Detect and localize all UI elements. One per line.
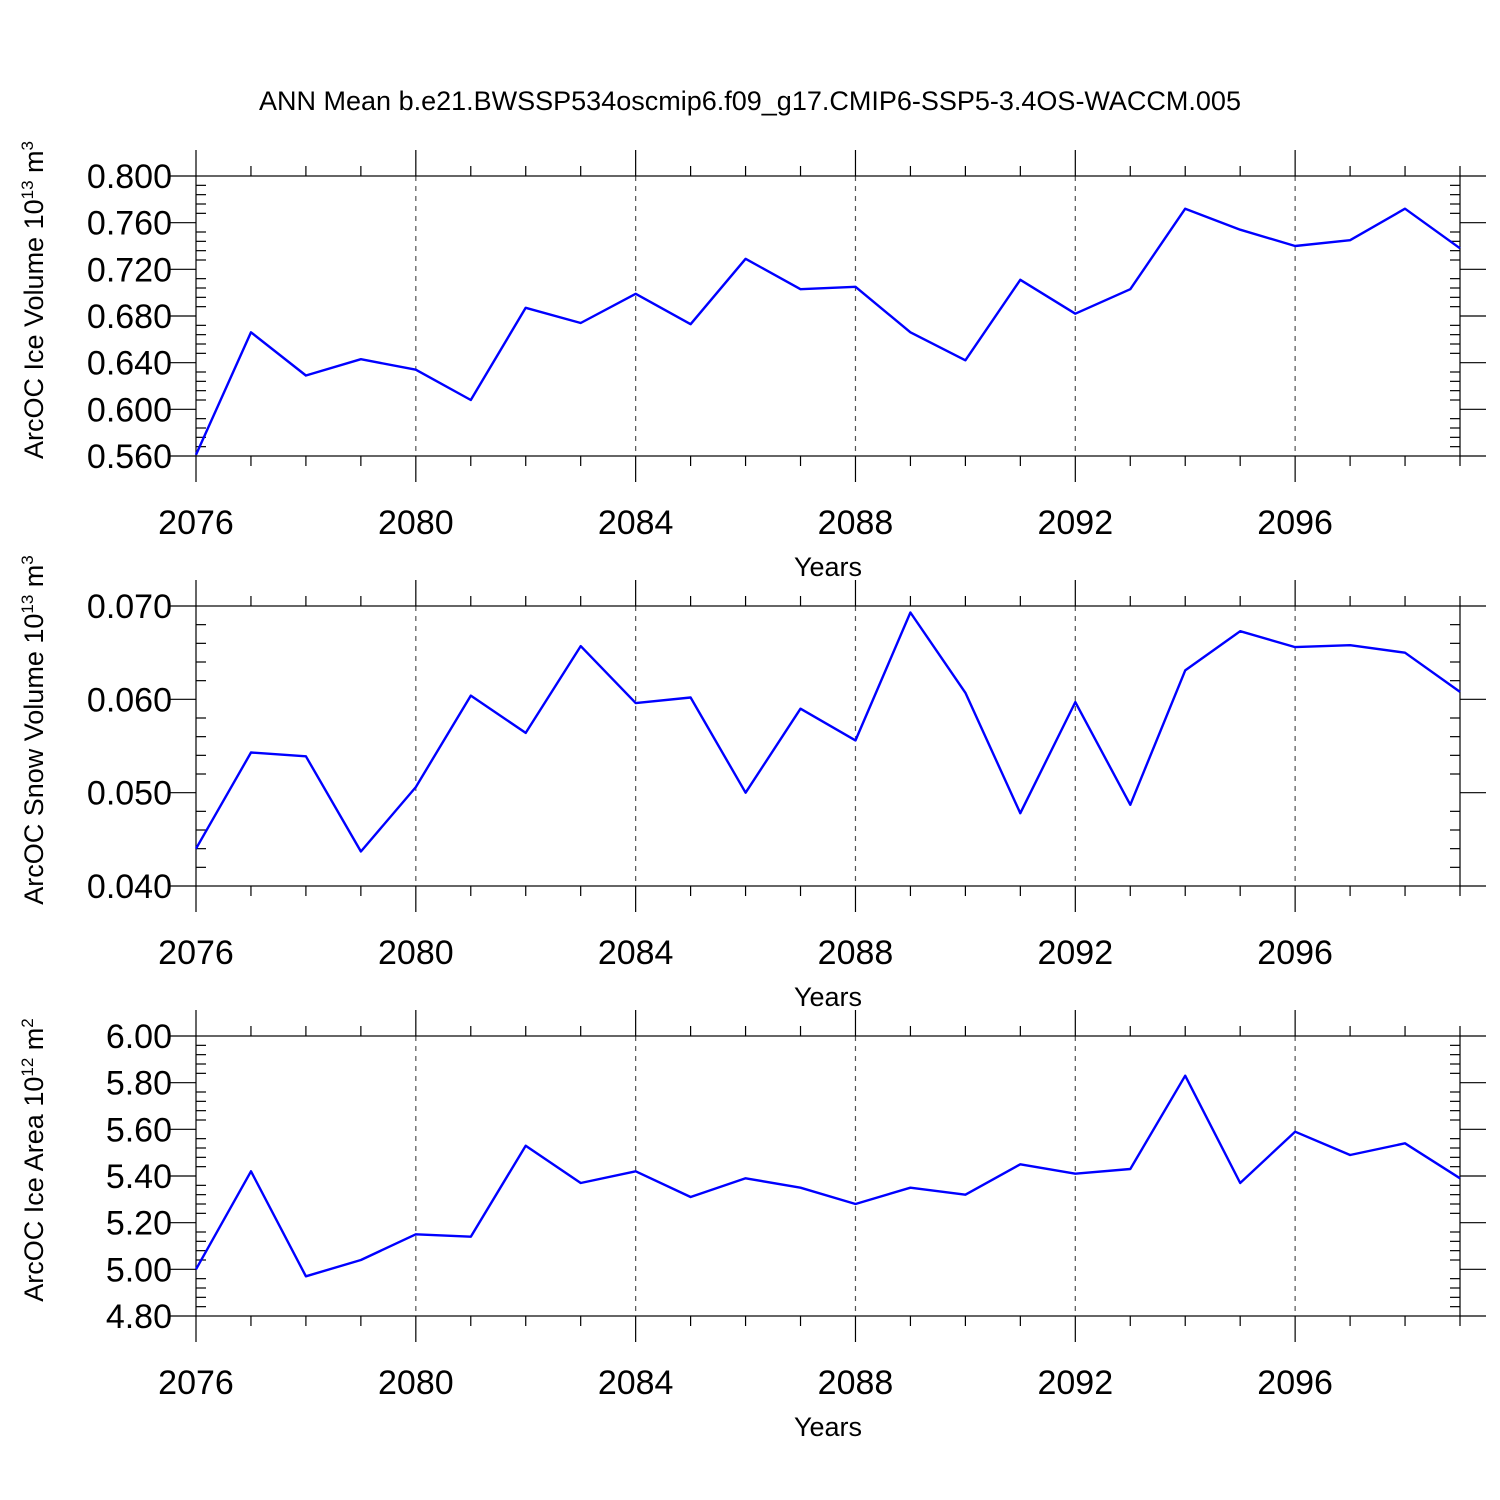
y-axis-label: ArcOC Snow Volume 1013 m3	[18, 555, 49, 905]
x-tick-label: 2080	[378, 504, 454, 542]
y-tick-label: 0.040	[87, 868, 172, 906]
x-tick-label: 2084	[598, 934, 674, 972]
x-tick-label: 2088	[818, 934, 894, 972]
x-tick-label: 2088	[818, 504, 894, 542]
y-tick-label: 5.40	[106, 1158, 172, 1196]
y-tick-label: 0.060	[87, 681, 172, 719]
x-axis-label: Years	[794, 552, 862, 582]
y-tick-label: 0.640	[87, 345, 172, 383]
x-tick-label: 2096	[1257, 934, 1333, 972]
x-tick-label: 2076	[158, 934, 234, 972]
series-line	[194, 611, 1461, 853]
panel-3: 2076 2080 2084 2088 2092 2096 4.80 5.00 5.20 5.40…	[18, 1010, 1486, 1442]
plot-frame	[195, 1035, 1461, 1317]
panel-1: 2076 2080 2084 2088 2092 2096 0.560 0.600 0.640 0…	[18, 141, 1486, 582]
x-tick-label: 2088	[818, 1364, 894, 1402]
panels-container: 2076 2080 2084 2088 2092 2096 0.560 0.600 0.640 0…	[18, 141, 1486, 1442]
x-tick-label: 2080	[378, 934, 454, 972]
y-tick-label: 0.800	[87, 158, 172, 196]
x-tick-label: 2092	[1037, 1364, 1113, 1402]
x-tick-label: 2084	[598, 1364, 674, 1402]
panel-2: 2076 2080 2084 2088 2092 2096 0.040 0.050 0.060 0…	[18, 555, 1486, 1012]
plot-frame	[195, 605, 1461, 887]
y-tick-label: 5.00	[106, 1251, 172, 1289]
series-line	[194, 1074, 1461, 1278]
x-axis-label: Years	[794, 1412, 862, 1442]
y-tick-label: 5.20	[106, 1205, 172, 1243]
y-tick-label: 6.00	[106, 1018, 172, 1056]
x-tick-label: 2076	[158, 504, 234, 542]
x-tick-label: 2096	[1257, 504, 1333, 542]
plot-frame	[195, 175, 1461, 457]
y-tick-label: 4.80	[106, 1298, 172, 1336]
y-tick-label: 0.760	[87, 205, 172, 243]
y-tick-label: 0.050	[87, 775, 172, 813]
x-axis-label: Years	[794, 982, 862, 1012]
y-tick-label: 5.60	[106, 1111, 172, 1149]
y-tick-label: 5.80	[106, 1065, 172, 1103]
x-tick-label: 2076	[158, 1364, 234, 1402]
x-tick-label: 2096	[1257, 1364, 1333, 1402]
series-line	[194, 207, 1461, 456]
y-tick-label: 0.600	[87, 391, 172, 429]
x-tick-label: 2092	[1037, 504, 1113, 542]
y-tick-label: 0.560	[87, 438, 172, 476]
x-tick-label: 2080	[378, 1364, 454, 1402]
y-tick-label: 0.720	[87, 251, 172, 289]
y-axis-label: ArcOC Ice Volume 1013 m3	[18, 141, 49, 459]
chart-title: ANN Mean b.e21.BWSSP534oscmip6.f09_g17.C…	[259, 86, 1241, 116]
y-tick-label: 0.070	[87, 588, 172, 626]
y-tick-label: 0.680	[87, 298, 172, 336]
x-tick-label: 2084	[598, 504, 674, 542]
y-axis-label: ArcOC Ice Area 1012 m2	[18, 1018, 49, 1302]
x-tick-label: 2092	[1037, 934, 1113, 972]
